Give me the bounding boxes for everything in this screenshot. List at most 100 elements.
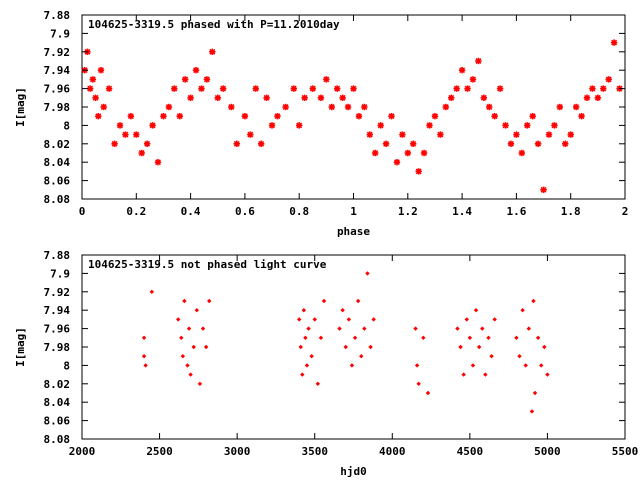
data-point <box>567 131 574 138</box>
data-point <box>100 103 107 111</box>
data-point <box>431 113 439 120</box>
x-tick-label: 1 <box>350 205 357 218</box>
data-point <box>138 149 145 157</box>
data-point <box>352 335 358 340</box>
data-point <box>372 149 379 157</box>
data-point <box>473 308 479 313</box>
data-point <box>149 122 156 129</box>
data-point <box>200 326 206 331</box>
x-tick-label: 2500 <box>146 445 173 458</box>
data-point <box>192 67 200 74</box>
data-point <box>496 85 504 92</box>
data-point <box>562 140 569 147</box>
data-point <box>426 122 433 129</box>
data-point <box>309 85 316 92</box>
data-point <box>572 103 580 111</box>
x-tick-label: 0 <box>79 205 86 218</box>
data-point <box>518 149 526 157</box>
data-point <box>359 354 364 359</box>
y-tick-label: 8.06 <box>44 175 71 188</box>
data-point <box>366 131 373 138</box>
y-tick-label: 8.04 <box>44 396 71 409</box>
phased-plot: 0 0.2 0.4 0.6 0.8 1 1.2 1.4 1.6 1.8 2 7.88 7.9 7.92 7.… <box>14 9 628 238</box>
data-point <box>160 113 167 120</box>
data-point <box>298 344 303 350</box>
data-point <box>321 298 327 304</box>
data-point <box>526 326 532 331</box>
data-point <box>233 140 240 147</box>
data-point <box>180 354 186 359</box>
data-point <box>416 381 421 386</box>
data-point <box>122 131 129 138</box>
data-point <box>529 409 535 414</box>
y-axis-label: I[mag] <box>14 327 27 367</box>
data-point <box>290 85 297 92</box>
data-point <box>301 94 308 101</box>
data-point <box>149 289 155 294</box>
data-point <box>480 326 485 331</box>
x-tick-label: 1.6 <box>506 205 526 218</box>
x-tick-label: 1.8 <box>561 205 581 218</box>
data-point <box>589 85 596 92</box>
data-point <box>179 335 184 340</box>
axis-ticks: 0 0.2 0.4 0.6 0.8 1 1.2 1.4 1.6 1.8 2 7.88 7.9 7.92 7.… <box>44 9 629 218</box>
data-point <box>545 372 550 377</box>
data-point <box>182 298 187 304</box>
data-point <box>105 85 113 92</box>
data-point <box>583 94 591 101</box>
data-point <box>203 76 211 83</box>
data-point <box>458 344 463 350</box>
y-tick-label: 8.02 <box>44 378 71 391</box>
data-point <box>458 67 466 74</box>
x-tick-label: 3000 <box>224 445 251 458</box>
data-point <box>257 140 265 147</box>
data-point <box>191 344 196 350</box>
data-point <box>539 363 544 368</box>
x-tick-label: 0.4 <box>181 205 201 218</box>
data-point <box>228 103 235 111</box>
data-point <box>306 326 311 331</box>
data-point <box>337 326 342 331</box>
y-tick-label: 7.92 <box>44 46 71 59</box>
data-point <box>355 113 363 120</box>
data-point <box>393 159 401 166</box>
data-point <box>524 122 531 129</box>
data-point <box>318 335 324 340</box>
data-point <box>413 326 418 331</box>
data-point <box>399 131 406 138</box>
y-tick-label: 7.94 <box>44 64 71 77</box>
y-tick-label: 8.02 <box>44 138 71 151</box>
y-tick-label: 8.08 <box>44 193 71 206</box>
data-point <box>502 122 509 129</box>
data-point <box>534 140 542 147</box>
data-point <box>301 308 307 313</box>
data-point <box>97 67 105 74</box>
data-point <box>365 271 370 276</box>
x-tick-label: 5000 <box>534 445 561 458</box>
plot-title: 104625-3319.5 not phased light curve <box>88 258 327 271</box>
data-point <box>350 85 357 92</box>
x-tick-label: 0.8 <box>289 205 309 218</box>
data-point <box>475 57 482 65</box>
data-point <box>414 363 420 368</box>
data-point <box>141 354 147 359</box>
data-point <box>304 363 310 368</box>
data-point <box>486 335 491 340</box>
data-point <box>300 372 305 377</box>
x-axis-label: phase <box>337 225 370 238</box>
data-point <box>455 326 460 331</box>
data-point <box>198 85 205 92</box>
data-point <box>185 363 190 368</box>
data-point <box>317 94 325 101</box>
data-point <box>382 140 390 147</box>
y-tick-label: 7.9 <box>50 27 70 40</box>
data-point <box>346 317 352 322</box>
data-point <box>469 76 477 83</box>
x-tick-label: 4000 <box>379 445 406 458</box>
data-point <box>489 354 494 359</box>
data-point <box>203 344 209 350</box>
data-point <box>556 103 564 111</box>
data-point <box>268 122 276 129</box>
